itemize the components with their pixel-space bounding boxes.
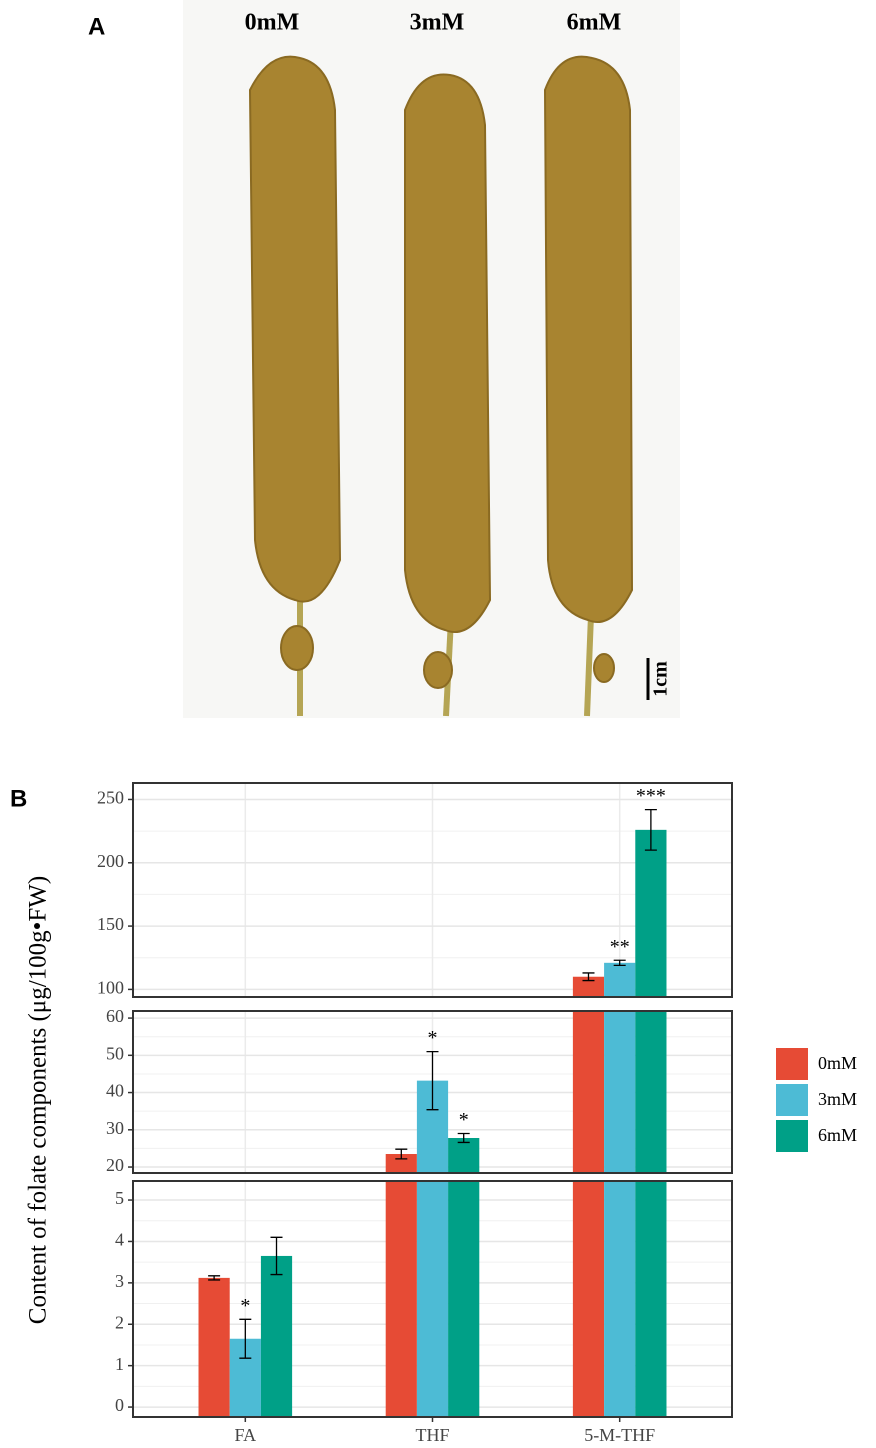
scale-bar-label: 1cm <box>650 661 672 697</box>
bar <box>604 1011 636 1173</box>
significance-label: * <box>428 1027 438 1049</box>
treatment-label: 3mM <box>410 10 465 36</box>
error-bar <box>270 1236 283 1276</box>
bar <box>198 1277 230 1417</box>
y-tick-label: 1 <box>115 1354 124 1374</box>
photo <box>183 0 680 718</box>
bar <box>572 1181 605 1417</box>
panel: 0 1 2 3 4 5 * <box>115 1180 733 1418</box>
bar <box>635 1181 667 1417</box>
panel-label: B <box>10 785 27 812</box>
error-bar <box>582 972 595 982</box>
y-tick-label: 3 <box>115 1271 124 1291</box>
bar <box>572 976 605 997</box>
x-tick-label: FA <box>234 1425 256 1445</box>
error-bar <box>457 1132 470 1144</box>
panel-border <box>132 1010 733 1174</box>
bars <box>385 1011 667 1173</box>
bar <box>635 1011 667 1173</box>
bar <box>448 1181 480 1417</box>
y-tick-label: 200 <box>97 851 124 871</box>
error-bar <box>395 1148 408 1160</box>
panel-label: A <box>88 13 105 40</box>
bar <box>448 1137 480 1173</box>
y-tick-label: 0 <box>115 1395 124 1415</box>
x-tick-label: 5-M-THF <box>584 1425 655 1445</box>
significance-label: * <box>459 1109 469 1131</box>
bar <box>572 1011 605 1173</box>
bar <box>604 1181 636 1417</box>
bars <box>572 829 667 997</box>
error-bar <box>426 1050 439 1111</box>
x-tick-label: THF <box>415 1425 449 1445</box>
treatment-label: 0mM <box>245 10 300 36</box>
treatment-label: 6mM <box>567 10 622 36</box>
panicles <box>248 55 634 717</box>
y-tick-label: 50 <box>106 1043 124 1063</box>
bar <box>416 1181 449 1417</box>
legend-swatch <box>776 1048 808 1080</box>
error-bar <box>644 808 657 851</box>
bars <box>198 1181 667 1417</box>
legend-label: 3mM <box>818 1089 857 1109</box>
y-tick-label: 100 <box>97 978 124 998</box>
bar <box>385 1154 417 1173</box>
y-tick-label: 20 <box>106 1155 124 1175</box>
y-tick-label: 250 <box>97 788 124 808</box>
y-tick-label: 5 <box>115 1188 124 1208</box>
legend-label: 6mM <box>818 1125 857 1145</box>
y-tick-label: 30 <box>106 1118 124 1138</box>
y-axis-label: Content of folate components (μg/100g•FW… <box>25 876 52 1324</box>
bar <box>604 962 636 997</box>
bar <box>635 829 667 997</box>
y-tick-label: 2 <box>115 1312 124 1332</box>
error-bar <box>613 959 626 966</box>
panel-border <box>132 782 733 998</box>
significance-label: * <box>240 1295 250 1317</box>
y-tick-label: 60 <box>106 1006 124 1026</box>
legend-swatch <box>776 1120 808 1152</box>
panel: 20 30 40 50 60 * * <box>106 1006 733 1175</box>
bar <box>260 1255 293 1417</box>
error-bar <box>208 1275 221 1281</box>
legend-label: 0mM <box>818 1053 857 1073</box>
y-tick-label: 40 <box>106 1081 124 1101</box>
significance-label: *** <box>636 785 666 807</box>
y-tick-label: 150 <box>97 914 124 934</box>
bar <box>385 1181 417 1417</box>
significance-label: ** <box>610 936 630 958</box>
error-bar <box>239 1318 252 1359</box>
legend-swatch <box>776 1084 808 1116</box>
y-tick-label: 4 <box>115 1230 124 1250</box>
